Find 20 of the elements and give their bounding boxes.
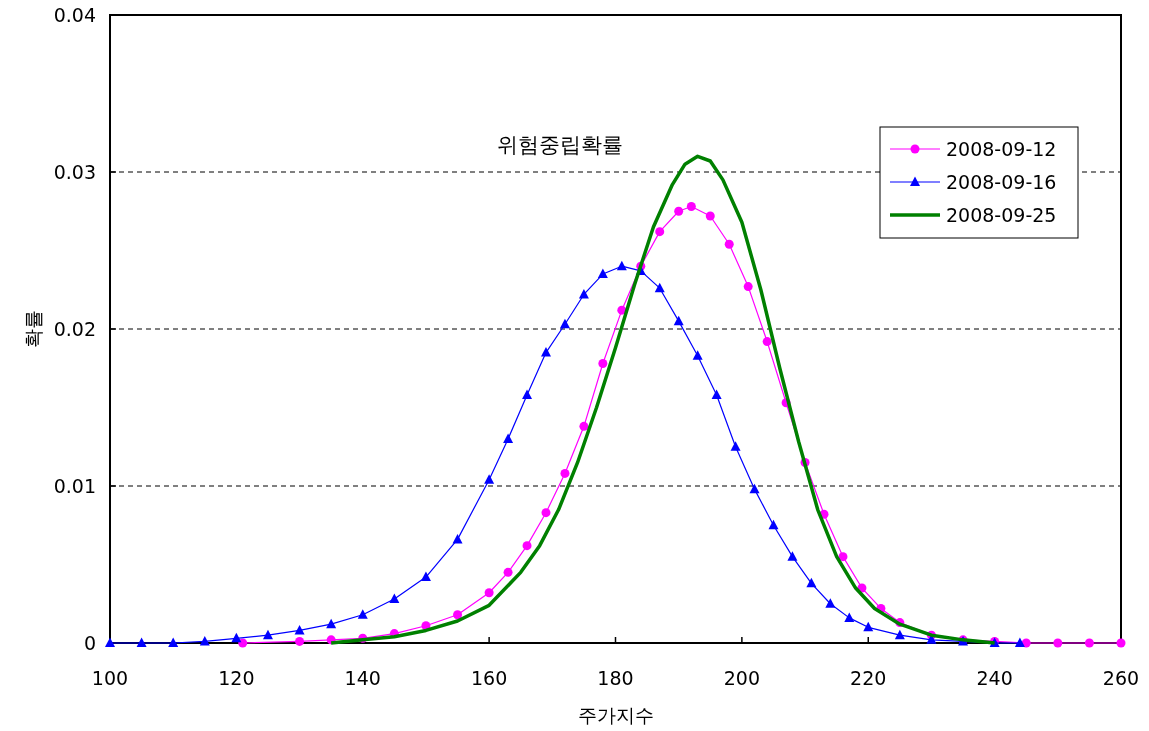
x-tick-label: 180 (597, 667, 634, 689)
y-tick-label: 0.04 (53, 4, 96, 26)
annotation: 위험중립확률 (497, 133, 623, 157)
x-tick-label: 220 (850, 667, 887, 689)
x-tick-label: 120 (218, 667, 255, 689)
y-axis-title: 확률 (22, 310, 44, 348)
x-tick-label: 140 (344, 667, 381, 689)
x-tick-label: 260 (1102, 667, 1140, 689)
y-tick-label: 0.03 (53, 161, 96, 183)
y-tick-label: 0 (83, 632, 96, 654)
x-axis-title: 주가지수 (577, 704, 654, 726)
x-tick-label: 160 (470, 667, 508, 689)
x-tick-label: 100 (91, 667, 129, 689)
y-tick-label: 0.01 (53, 475, 96, 497)
x-tick-label: 240 (976, 667, 1013, 689)
y-tick-label: 0.02 (53, 318, 96, 340)
legend-label: 2008-09-16 (946, 171, 1057, 193)
legend-label: 2008-09-25 (946, 204, 1057, 226)
x-tick-label: 200 (723, 667, 761, 689)
legend-label: 2008-09-12 (946, 138, 1057, 160)
